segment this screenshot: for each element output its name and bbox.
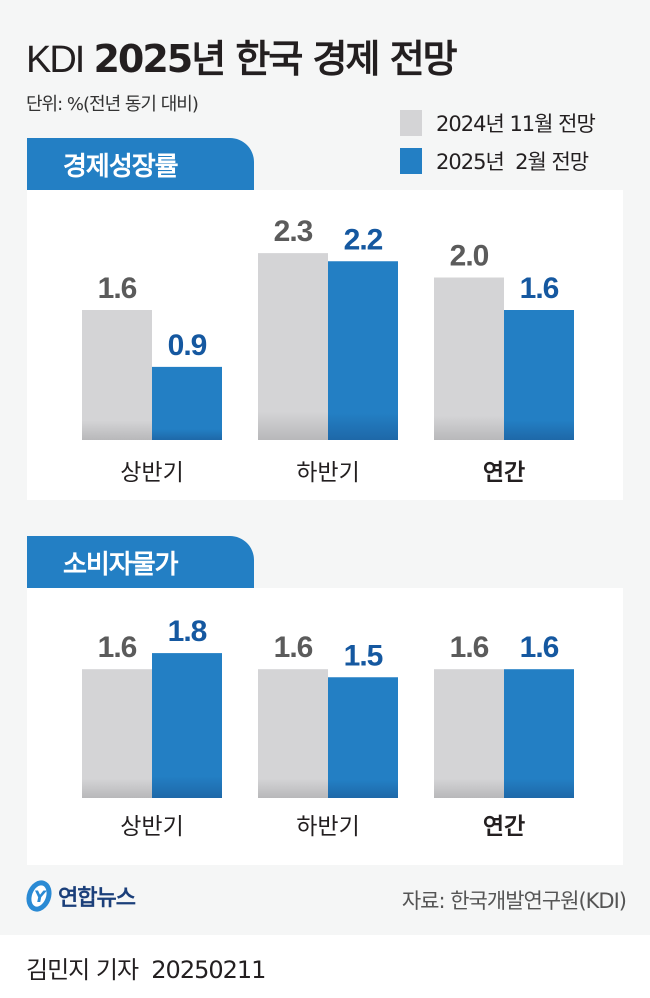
svg-text:Y: Y bbox=[34, 887, 47, 906]
legend-swatch-blue bbox=[400, 148, 422, 174]
byline: 김민지 기자 20250211 bbox=[26, 956, 266, 984]
value-label: 2.3 bbox=[274, 215, 313, 248]
bar-nov2024-1 bbox=[258, 669, 328, 798]
legend-label: 2024년 11월 전망 bbox=[436, 112, 596, 136]
value-label: 1.6 bbox=[98, 272, 137, 305]
legend-item-nov2024: 2024년 11월 전망 bbox=[400, 104, 596, 142]
value-label: 1.6 bbox=[520, 631, 559, 664]
chart-panel-cpi: 1.6 1.8 상반기 1.6 1.5 하반기 1.6 1.6 연간 bbox=[27, 588, 623, 865]
bar-nov2024-0 bbox=[82, 669, 152, 798]
category-label: 연간 bbox=[483, 814, 525, 840]
bar-feb2025-2 bbox=[504, 310, 574, 440]
chart-panel-growth: 1.6 0.9 상반기 2.3 2.2 하반기 2.0 1.6 연간 bbox=[27, 190, 623, 500]
category-label: 상반기 bbox=[120, 460, 183, 486]
bar-nov2024-2 bbox=[434, 277, 504, 440]
bar-nov2024-0 bbox=[82, 310, 152, 440]
value-label: 1.6 bbox=[450, 631, 489, 664]
yonhap-logo: Y 연합뉴스 bbox=[24, 878, 136, 914]
yonhap-logo-text: 연합뉴스 bbox=[58, 886, 136, 911]
value-label: 1.6 bbox=[520, 272, 559, 305]
page-title: KDI 2025년 한국 경제 전망 bbox=[26, 28, 458, 83]
value-label: 0.9 bbox=[168, 329, 207, 362]
value-label: 1.6 bbox=[274, 631, 313, 664]
category-label: 상반기 bbox=[120, 814, 183, 840]
legend-swatch-gray bbox=[400, 110, 422, 136]
title-main: 2025년 한국 경제 전망 bbox=[93, 37, 457, 81]
legend-item-feb2025: 2025년 2월 전망 bbox=[400, 142, 595, 180]
bar-feb2025-1 bbox=[328, 677, 398, 798]
bar-feb2025-0 bbox=[152, 366, 222, 440]
bar-feb2025-1 bbox=[328, 261, 398, 440]
section-tab-cpi: 소비자물가 bbox=[27, 536, 254, 588]
value-label: 1.6 bbox=[98, 631, 137, 664]
cpi-chart: 1.6 1.8 상반기 1.6 1.5 하반기 1.6 1.6 연간 bbox=[82, 615, 574, 840]
value-label: 2.0 bbox=[450, 240, 489, 273]
value-label: 2.2 bbox=[344, 223, 383, 256]
section-tab-growth: 경제성장률 bbox=[27, 138, 254, 190]
source-label: 자료: 한국개발연구원(KDI) bbox=[401, 889, 627, 913]
unit-label: 단위: %(전년 동기 대비) bbox=[26, 94, 199, 115]
bar-feb2025-2 bbox=[504, 669, 574, 798]
title-kdi: KDI bbox=[26, 39, 85, 81]
category-label: 연간 bbox=[483, 460, 525, 486]
bar-nov2024-2 bbox=[434, 669, 504, 798]
bar-feb2025-0 bbox=[152, 653, 222, 798]
value-label: 1.8 bbox=[168, 615, 207, 648]
bar-nov2024-1 bbox=[258, 253, 328, 440]
category-label: 하반기 bbox=[296, 814, 359, 840]
yonhap-logo-icon: Y bbox=[26, 880, 52, 912]
legend: 2024년 11월 전망 2025년 2월 전망 bbox=[400, 104, 596, 180]
value-label: 1.5 bbox=[344, 639, 383, 672]
category-label: 하반기 bbox=[296, 460, 359, 486]
legend-label: 2025년 2월 전망 bbox=[436, 150, 589, 174]
growth-chart: 1.6 0.9 상반기 2.3 2.2 하반기 2.0 1.6 연간 bbox=[82, 215, 574, 486]
